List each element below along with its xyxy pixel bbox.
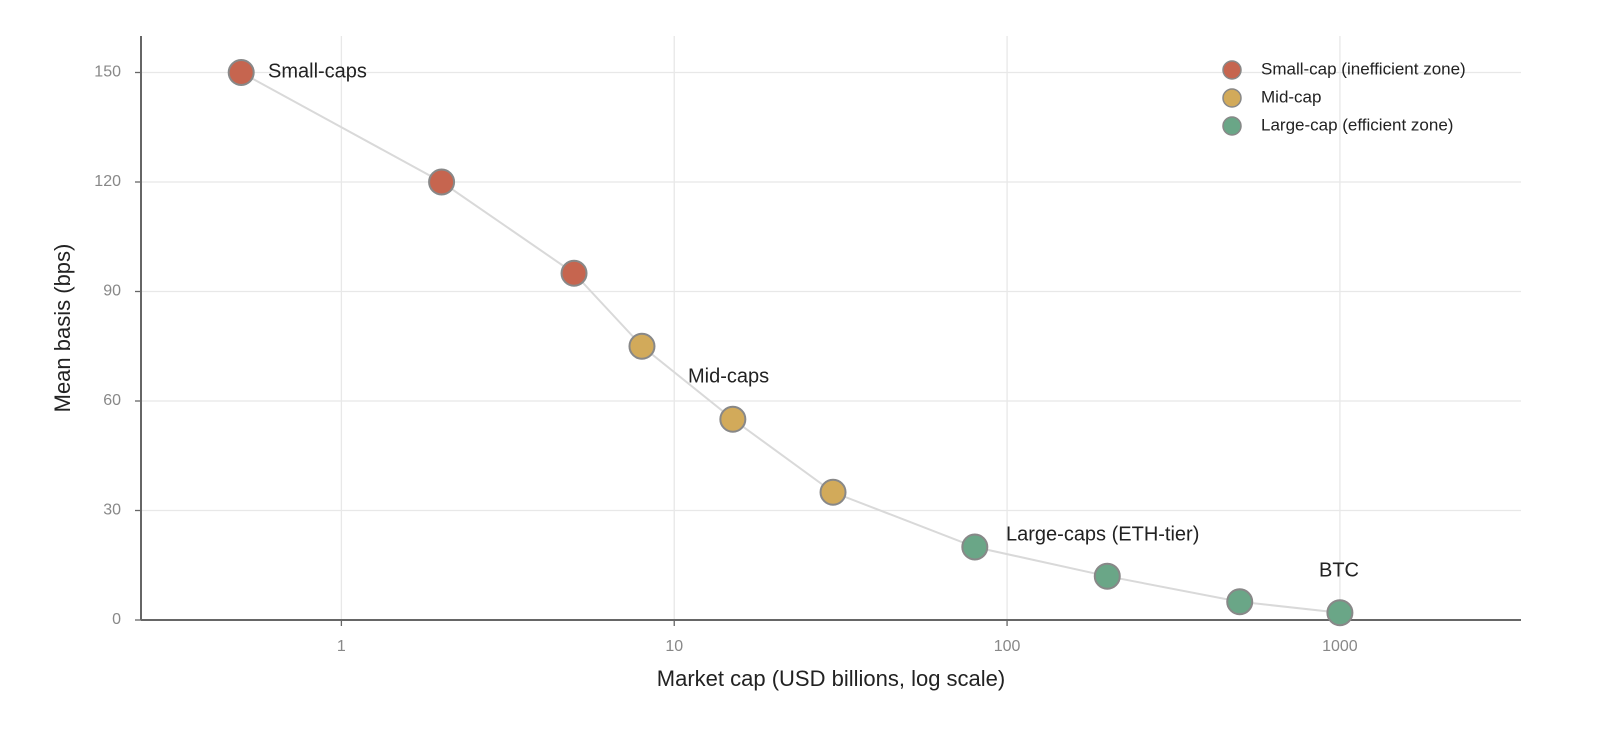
legend-marker [1222, 116, 1242, 136]
annotation: Small-caps [268, 60, 367, 82]
y-tick-label: 150 [94, 64, 121, 81]
point [819, 478, 847, 506]
point [1226, 588, 1254, 616]
point [227, 59, 255, 86]
legend-marker [1222, 88, 1242, 108]
y-tick-label: 90 [103, 283, 121, 300]
x-tick-label: 100 [994, 638, 1021, 655]
x-tick-label: 10 [665, 638, 683, 655]
legend-label: Small-cap (inefficient zone) [1261, 59, 1466, 78]
legend-marker [1222, 60, 1242, 80]
y-tick-label: 60 [103, 392, 121, 409]
point [1326, 599, 1354, 627]
y-axis-label: Mean basis (bps) [50, 244, 75, 413]
y-tick-label: 120 [94, 173, 121, 190]
annotation: BTC [1319, 559, 1359, 581]
x-tick-label: 1 [337, 638, 346, 655]
point [560, 259, 588, 287]
point [961, 533, 989, 561]
trend-line [240, 71, 1341, 614]
annotation: Mid-caps [688, 365, 769, 387]
point [628, 332, 656, 360]
point [428, 168, 456, 196]
annotation: Large-caps (ETH-tier) [1006, 523, 1199, 545]
legend-label: Large-cap (efficient zone) [1261, 115, 1453, 134]
point [719, 405, 747, 433]
point [1093, 562, 1121, 590]
legend-label: Mid-cap [1261, 87, 1321, 106]
x-tick-label: 1000 [1322, 638, 1358, 655]
y-tick-label: 30 [103, 502, 121, 519]
y-tick-label: 0 [112, 611, 121, 628]
x-axis-label: Market cap (USD billions, log scale) [657, 666, 1005, 691]
